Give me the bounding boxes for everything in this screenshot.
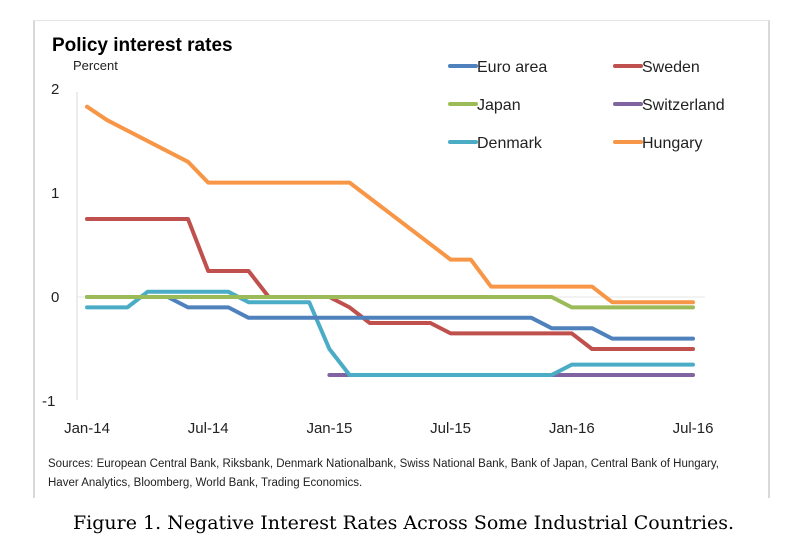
legend-label: Sweden (642, 59, 700, 76)
legend-label: Hungary (642, 135, 702, 152)
legend-item: Denmark (448, 135, 543, 152)
legend-item: Switzerland (613, 97, 725, 114)
x-tick-label: Jan-16 (549, 420, 595, 437)
x-tick-label: Jul-16 (673, 420, 714, 437)
series-line-japan (85, 295, 695, 310)
legend-label: Japan (477, 97, 521, 114)
series-line-sweden (85, 217, 695, 351)
legend-item: Euro area (448, 59, 547, 76)
y-ticks: 2 1 0 -1 (42, 81, 59, 410)
x-tick-label: Jul-15 (430, 420, 471, 437)
series-line-euro-area (85, 295, 695, 341)
x-tick-label: Jul-14 (188, 420, 229, 437)
sources-note: Sources: European Central Bank, Riksbank… (48, 458, 719, 489)
y-tick-label: -1 (42, 393, 55, 410)
x-ticks: Jan-14 Jul-14 Jan-15 Jul-15 Jan-16 Jul-16 (64, 420, 713, 437)
x-tick-label: Jan-14 (64, 420, 110, 437)
x-tick-label: Jan-15 (306, 420, 352, 437)
chart-title: Policy interest rates (52, 35, 233, 56)
legend: Euro area Sweden Japan Switzerland Denmark Hu… (448, 59, 725, 152)
legend-label: Euro area (477, 59, 547, 76)
legend-label: Switzerland (642, 97, 725, 114)
series-lines (85, 104, 695, 377)
y-axis-unit: Percent (73, 58, 118, 73)
legend-item: Japan (448, 97, 521, 114)
legend-label: Denmark (477, 135, 543, 152)
figure-caption: Figure 1. Negative Interest Rates Across… (73, 512, 734, 534)
chart-frame (33, 20, 770, 498)
legend-item: Hungary (613, 135, 702, 152)
y-tick-label: 2 (51, 81, 59, 98)
y-tick-label: 0 (51, 289, 59, 306)
series-line-hungary (85, 104, 695, 305)
y-tick-label: 1 (51, 185, 59, 202)
legend-item: Sweden (613, 59, 700, 76)
